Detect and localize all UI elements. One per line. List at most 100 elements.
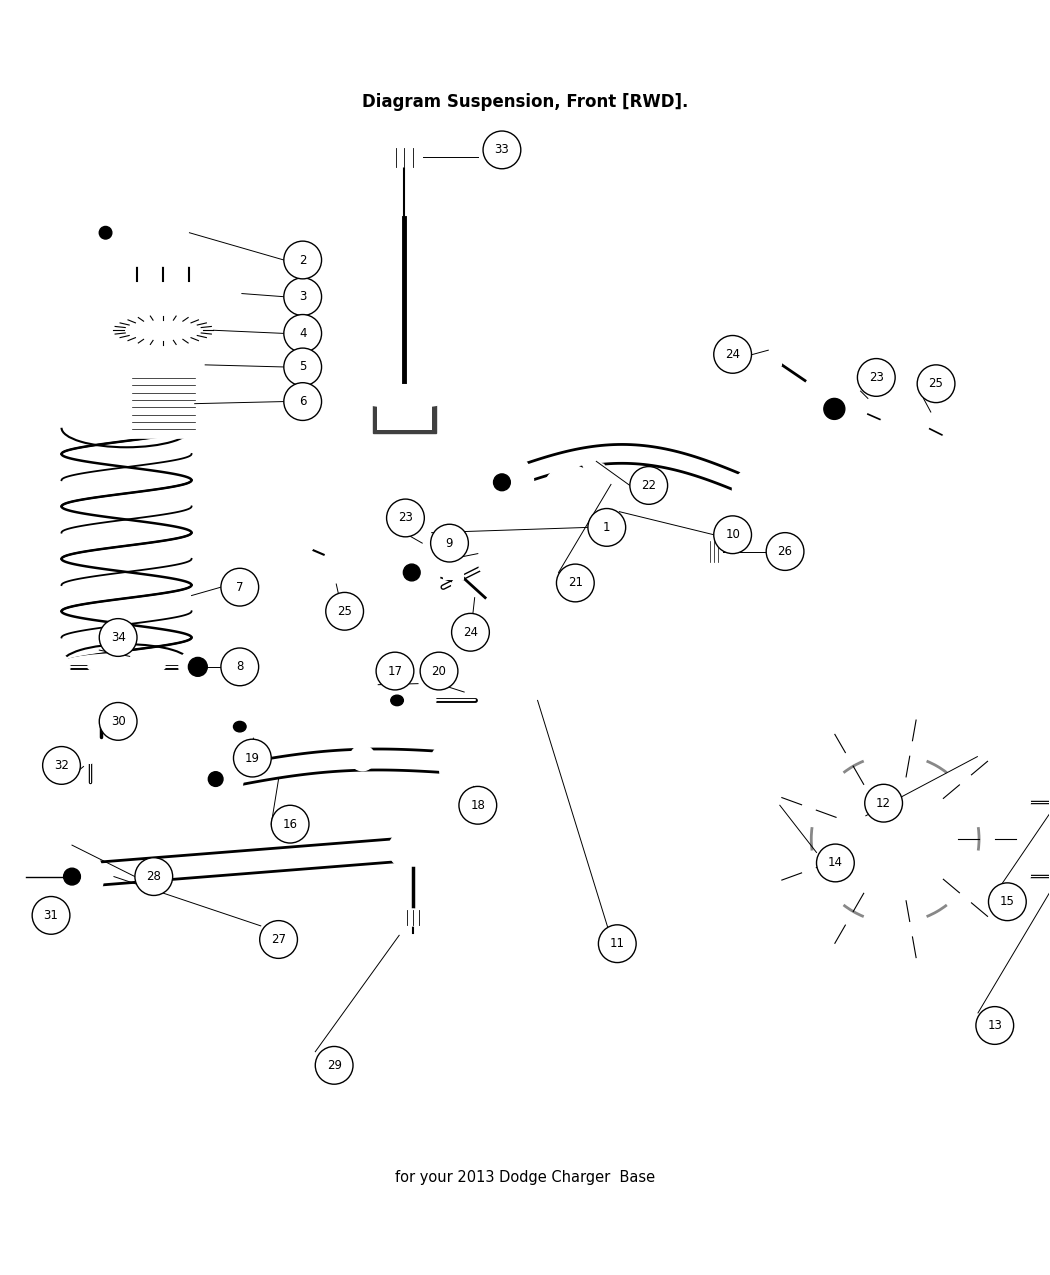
Text: 26: 26 <box>778 544 793 558</box>
Ellipse shape <box>446 764 467 780</box>
Circle shape <box>494 474 510 491</box>
Bar <box>85 280 242 306</box>
Text: 12: 12 <box>876 797 891 810</box>
Ellipse shape <box>1027 813 1050 864</box>
Ellipse shape <box>748 819 784 876</box>
Text: 9: 9 <box>446 537 454 550</box>
Bar <box>377 430 432 543</box>
Circle shape <box>100 703 136 741</box>
Ellipse shape <box>233 722 246 732</box>
Circle shape <box>208 771 223 787</box>
Circle shape <box>714 335 752 374</box>
Circle shape <box>452 579 464 592</box>
Text: 16: 16 <box>282 817 297 830</box>
Circle shape <box>470 451 533 514</box>
Circle shape <box>452 613 489 652</box>
Circle shape <box>479 552 504 576</box>
Circle shape <box>918 365 954 403</box>
Circle shape <box>284 241 321 279</box>
Circle shape <box>841 784 949 894</box>
Ellipse shape <box>92 223 119 242</box>
Text: 15: 15 <box>1000 895 1014 908</box>
Circle shape <box>376 653 414 690</box>
Ellipse shape <box>55 654 198 680</box>
Circle shape <box>588 509 626 546</box>
Circle shape <box>323 534 374 584</box>
Circle shape <box>988 882 1026 921</box>
Ellipse shape <box>54 655 70 678</box>
Circle shape <box>814 388 856 430</box>
Ellipse shape <box>391 695 403 705</box>
Text: 7: 7 <box>236 580 244 594</box>
Circle shape <box>459 787 497 824</box>
Circle shape <box>485 465 519 499</box>
Text: 5: 5 <box>299 361 307 374</box>
Circle shape <box>556 564 594 602</box>
Circle shape <box>556 479 584 506</box>
Text: 25: 25 <box>337 604 352 618</box>
Ellipse shape <box>1020 868 1030 882</box>
Text: 22: 22 <box>642 479 656 492</box>
Circle shape <box>403 564 420 581</box>
Circle shape <box>188 752 243 806</box>
Text: for your 2013 Dodge Charger  Base: for your 2013 Dodge Charger Base <box>395 1170 655 1186</box>
Circle shape <box>100 618 136 657</box>
Circle shape <box>942 432 954 445</box>
Circle shape <box>395 556 428 589</box>
Circle shape <box>178 648 216 686</box>
Circle shape <box>865 784 903 822</box>
Circle shape <box>858 358 896 397</box>
Ellipse shape <box>122 343 205 376</box>
Circle shape <box>386 499 424 537</box>
Ellipse shape <box>400 909 425 926</box>
Text: 24: 24 <box>463 626 478 639</box>
Ellipse shape <box>386 148 423 167</box>
Ellipse shape <box>143 221 162 233</box>
Ellipse shape <box>705 541 723 562</box>
Ellipse shape <box>1020 794 1030 810</box>
Polygon shape <box>583 462 609 486</box>
Bar <box>758 351 781 365</box>
Circle shape <box>449 751 475 776</box>
Circle shape <box>714 516 752 553</box>
Polygon shape <box>536 481 638 878</box>
Polygon shape <box>423 685 462 782</box>
Ellipse shape <box>113 316 213 346</box>
Circle shape <box>220 648 258 686</box>
Ellipse shape <box>164 221 183 233</box>
Text: 6: 6 <box>299 395 307 408</box>
Circle shape <box>100 227 112 238</box>
Ellipse shape <box>523 668 548 701</box>
Text: 20: 20 <box>432 664 446 677</box>
Circle shape <box>315 1047 353 1084</box>
Circle shape <box>326 593 363 630</box>
Text: 23: 23 <box>398 511 413 524</box>
Circle shape <box>284 315 321 352</box>
Ellipse shape <box>127 357 200 382</box>
Text: 21: 21 <box>568 576 583 589</box>
Text: Diagram Suspension, Front [RWD].: Diagram Suspension, Front [RWD]. <box>362 93 688 111</box>
Circle shape <box>183 254 195 266</box>
Circle shape <box>975 1006 1013 1044</box>
Circle shape <box>817 844 855 882</box>
Circle shape <box>890 408 920 437</box>
Circle shape <box>134 858 172 895</box>
Circle shape <box>334 544 363 574</box>
Circle shape <box>630 467 668 505</box>
Circle shape <box>26 849 81 904</box>
Text: 32: 32 <box>55 759 69 771</box>
Text: 25: 25 <box>928 377 944 390</box>
Circle shape <box>33 896 70 935</box>
Circle shape <box>55 859 90 894</box>
Circle shape <box>814 757 976 921</box>
Ellipse shape <box>124 320 203 340</box>
Circle shape <box>430 524 468 562</box>
Circle shape <box>233 740 271 776</box>
Circle shape <box>439 741 485 787</box>
Text: 18: 18 <box>470 798 485 812</box>
Text: 31: 31 <box>44 909 59 922</box>
Circle shape <box>43 747 81 784</box>
Bar <box>385 538 423 685</box>
Ellipse shape <box>514 655 556 714</box>
Text: 11: 11 <box>610 937 625 950</box>
